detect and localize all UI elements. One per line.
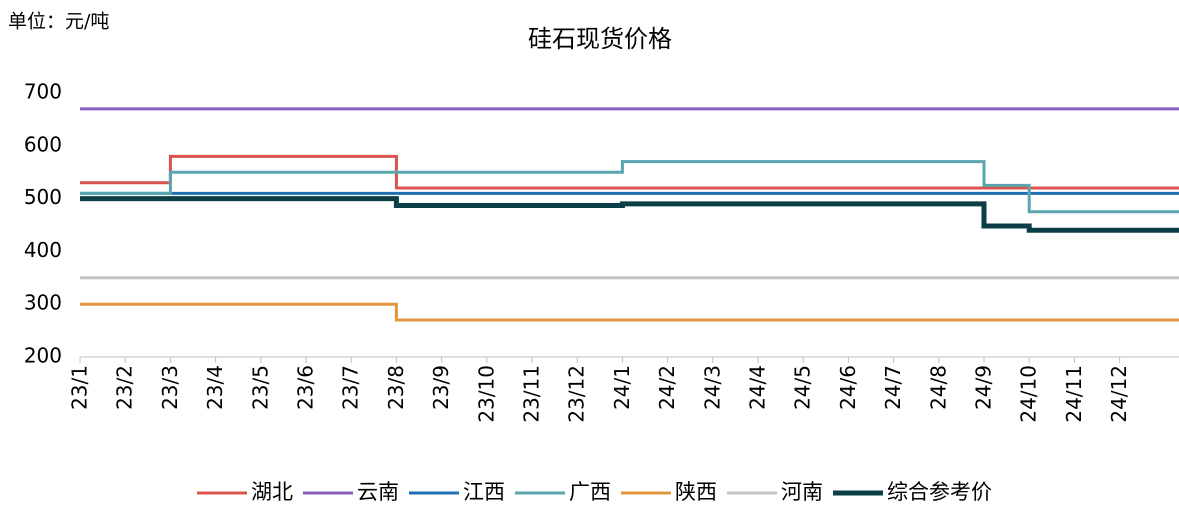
y-tick-label: 700 [24,80,62,104]
x-tick-label: 23/5 [248,365,272,410]
legend-label: 云南 [357,480,399,504]
y-tick-label: 300 [24,291,62,315]
x-tick-label: 23/8 [384,365,408,410]
legend-label: 河南 [781,480,823,504]
series-line [80,154,1179,190]
legend-label: 陕西 [675,480,717,504]
x-tick-label: 24/2 [655,365,679,410]
y-tick-label: 500 [24,185,62,209]
x-tick-label: 24/12 [1107,365,1131,423]
x-tick-label: 23/1 [68,365,92,410]
x-tick-label: 23/3 [158,365,182,410]
x-tick-label: 24/8 [926,365,950,410]
x-tick-label: 23/12 [565,365,589,423]
x-tick-label: 24/1 [610,365,634,410]
y-tick-label: 200 [24,344,62,368]
legend-label: 综合参考价 [887,480,992,504]
x-tick-label: 23/4 [203,365,227,410]
x-tick-label: 23/7 [339,365,363,410]
series-line [80,160,1179,214]
series-line [80,302,1179,322]
x-tick-label: 23/6 [294,365,318,410]
x-tick-label: 24/10 [1017,365,1041,423]
x-tick-label: 24/11 [1062,365,1086,423]
legend-label: 江西 [463,480,505,504]
x-tick-label: 24/7 [881,365,905,410]
x-tick-label: 24/6 [836,365,860,410]
legend-label: 广西 [569,480,611,504]
x-tick-label: 23/2 [113,365,137,410]
x-tick-label: 23/10 [474,365,498,423]
y-tick-label: 400 [24,238,62,262]
legend-label: 湖北 [251,480,293,504]
x-tick-label: 23/11 [520,365,544,423]
unit-label: 单位：元/吨 [8,11,109,33]
x-tick-label: 24/5 [791,365,815,410]
y-tick-label: 600 [24,132,62,156]
chart-title: 硅石现货价格 [528,25,672,53]
x-tick-label: 24/4 [746,365,770,410]
series-line [80,196,1179,233]
legend: 湖北 云南 江西 广西 陕西 河南 综合参考价 [197,480,992,504]
x-tick-label: 24/9 [972,365,996,410]
x-tick-label: 23/9 [429,365,453,410]
x-tick-label: 24/3 [700,365,724,410]
